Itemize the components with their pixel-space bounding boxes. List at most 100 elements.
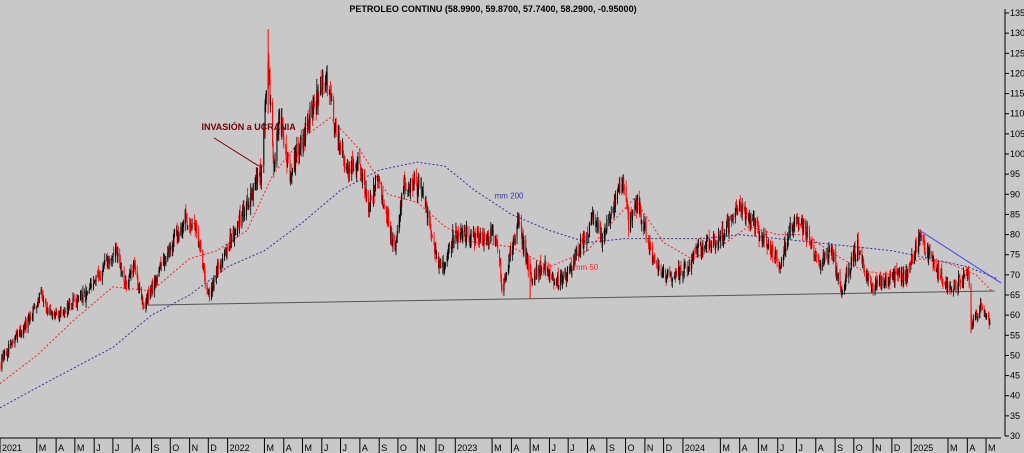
price-bar-body	[408, 187, 410, 192]
price-bar-body	[739, 201, 741, 205]
price-bar-body	[33, 306, 35, 309]
price-bar	[479, 233, 481, 248]
price-bar	[988, 311, 990, 322]
price-bar-body	[344, 163, 346, 169]
price-bar	[329, 89, 331, 105]
price-bar	[565, 272, 567, 288]
price-bar-body	[416, 179, 418, 196]
price-bar-body	[228, 248, 230, 250]
price-bar	[499, 257, 501, 266]
x-tick-label: N	[192, 443, 199, 453]
price-bar-body	[608, 216, 610, 218]
price-bar-body	[492, 229, 494, 237]
x-tick-label: M	[760, 443, 768, 453]
price-bar	[501, 284, 503, 294]
price-bar-body	[84, 290, 86, 293]
price-bar-body	[853, 250, 855, 262]
price-bar	[368, 202, 370, 218]
price-bar-body	[785, 248, 787, 252]
price-bar	[588, 235, 590, 244]
price-bar	[98, 265, 100, 282]
price-bar-body	[774, 257, 776, 259]
price-bar-body	[519, 220, 521, 222]
price-bar	[763, 227, 765, 248]
price-bar-body	[802, 219, 804, 233]
price-bar	[579, 247, 581, 256]
price-bar-body	[366, 189, 368, 198]
price-bar	[496, 234, 498, 247]
price-bar	[695, 243, 697, 255]
price-bar	[553, 276, 555, 290]
price-bar-body	[303, 136, 305, 143]
price-bar-body	[15, 335, 17, 339]
price-bar	[746, 208, 748, 219]
price-bar-body	[211, 289, 213, 291]
price-bar-body	[417, 180, 419, 189]
price-bar-body	[325, 82, 327, 87]
price-bar	[190, 219, 192, 236]
price-bar	[300, 129, 302, 157]
price-bar-body	[500, 276, 502, 286]
price-bar	[888, 276, 890, 287]
price-bar	[172, 234, 174, 253]
price-bar-body	[497, 244, 499, 249]
price-bar	[953, 288, 955, 297]
price-bar-body	[762, 239, 764, 241]
price-bar	[553, 278, 555, 286]
price-bar-body	[234, 232, 236, 241]
price-bar	[318, 90, 320, 107]
price-bar	[234, 228, 236, 247]
y-tick-label: 85	[1010, 209, 1020, 219]
price-bar	[639, 197, 641, 218]
price-bar-body	[330, 95, 332, 99]
price-bar	[351, 150, 353, 169]
price-bar	[197, 225, 199, 248]
price-bar	[518, 212, 520, 229]
price-bar-body	[630, 212, 632, 232]
price-bar	[168, 244, 170, 258]
price-bar-body	[41, 295, 43, 297]
price-bar	[792, 221, 794, 238]
price-bar	[482, 227, 484, 247]
price-bar-body	[661, 273, 663, 277]
price-bar	[789, 222, 791, 239]
price-bar-body	[186, 219, 188, 226]
price-bar	[350, 161, 352, 174]
price-bar	[212, 278, 214, 289]
price-bar	[686, 261, 688, 277]
price-bar	[828, 245, 830, 252]
price-bar	[940, 268, 942, 278]
price-bar-body	[628, 212, 630, 231]
price-bar	[784, 231, 786, 256]
price-bar	[283, 126, 285, 149]
price-bar	[316, 87, 318, 109]
price-bar-body	[224, 253, 226, 258]
price-bar-body	[953, 280, 955, 290]
price-bar	[0, 361, 1, 372]
price-bar-body	[331, 100, 333, 102]
price-bar-body	[409, 179, 411, 193]
price-bar-body	[121, 270, 123, 276]
price-bar	[477, 226, 479, 239]
price-bar	[198, 242, 200, 249]
price-bar-body	[522, 233, 524, 252]
price-bar-body	[18, 331, 20, 333]
price-bar-body	[106, 259, 108, 267]
price-bar	[383, 199, 385, 210]
price-bar	[735, 201, 737, 212]
price-bar-body	[269, 75, 271, 104]
price-bar-body	[793, 222, 795, 228]
price-bar	[870, 274, 872, 286]
price-bar-body	[626, 207, 628, 209]
price-bar	[335, 117, 337, 137]
price-bar	[741, 197, 743, 221]
price-bar-body	[66, 303, 68, 314]
price-bar	[833, 249, 835, 263]
price-bar-body	[490, 229, 492, 235]
price-bar-body	[901, 272, 903, 283]
price-bar-body	[713, 235, 715, 241]
price-bar-body	[759, 235, 761, 241]
price-bar-body	[832, 258, 834, 262]
price-bar-body	[645, 221, 647, 226]
price-bar-body	[453, 240, 455, 244]
